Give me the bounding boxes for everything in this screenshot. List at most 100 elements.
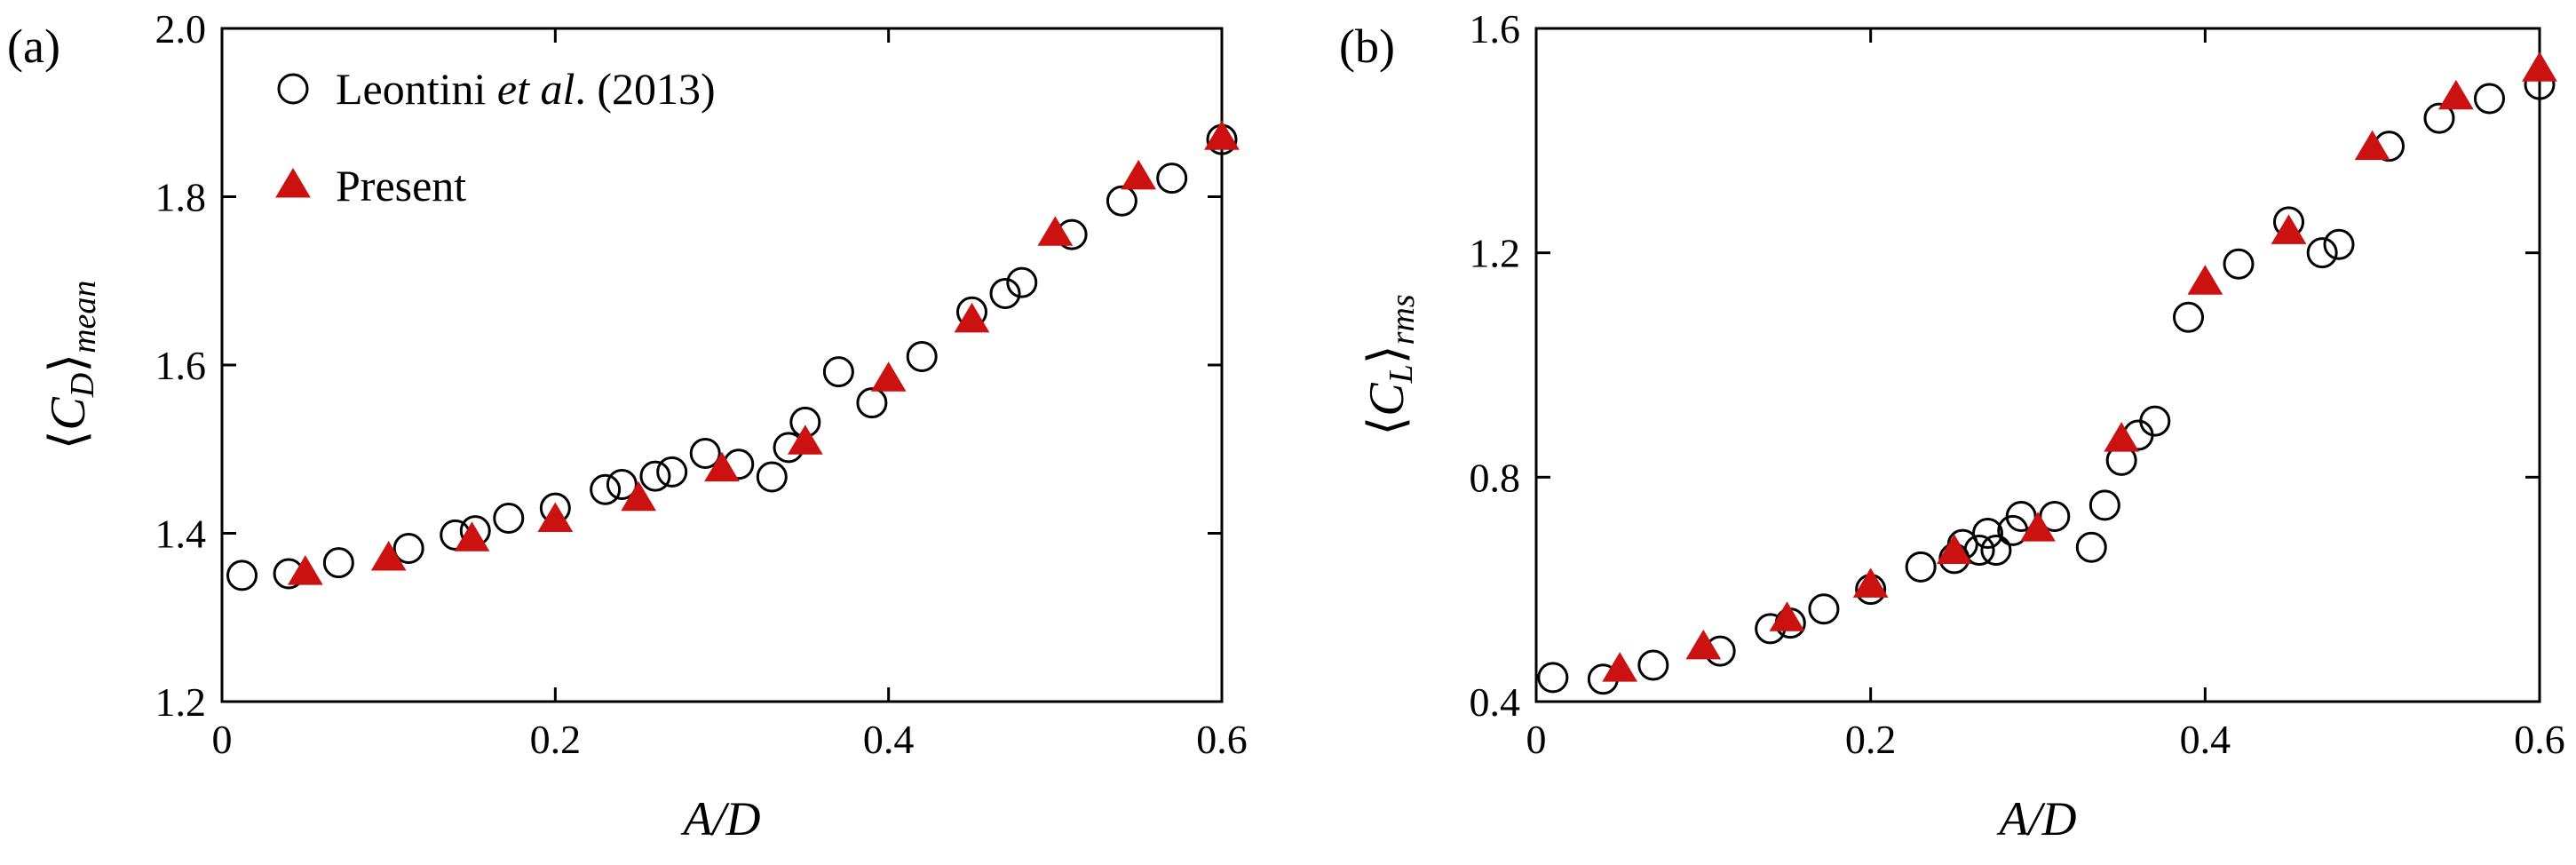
x-tick-label: 0.6 [1196,717,1248,762]
data-point-circle [2075,531,2107,563]
y-label-b-sub: L [1383,364,1420,384]
data-point-triangle [1121,159,1157,190]
y-label-b-symbol: C [1359,383,1415,417]
y-tick-label: 1.4 [155,512,207,557]
legend-label-present: Present [336,161,466,210]
data-point-triangle [621,480,657,512]
data-point-circle [906,341,938,373]
x-axis-label-a: A/D [681,792,761,845]
data-point-triangle [2020,512,2056,542]
data-point-circle [322,547,354,579]
ticks-b: 0 0.2 0.4 0.6 0.4 0.8 1.2 1.6 [1470,6,2565,762]
data-point-triangle [454,521,490,552]
data-point-circle [1963,534,1995,566]
data-point-triangle [870,361,907,392]
data-point-circle [1905,551,1937,583]
data-point-triangle [1852,567,1889,598]
ticks-a: 0 0.2 0.4 0.6 1.2 1.4 1.6 1.8 2.0 [155,6,1248,762]
data-point-circle [226,559,258,591]
x-tick-label: 0.6 [2514,717,2565,762]
points-a [226,120,1240,591]
panel-a: (a) 0 0.2 0.4 0.6 1.2 1.4 1.6 1.8 2.0 A/D ⟨CD⟩me… [7,6,1248,845]
data-point-triangle [287,555,323,585]
y-label-a-sub: D [64,373,101,398]
x-tick-label: 0.2 [1845,717,1897,762]
data-point-circle [1808,593,1840,625]
data-point-circle [1972,518,2003,549]
data-point-circle [1156,163,1188,194]
y-tick-label: 1.6 [155,343,207,388]
data-point-triangle [1602,652,1638,682]
legend-marker-circle [277,73,309,105]
points-b [1537,52,2557,695]
data-point-circle [2306,237,2338,269]
data-point-triangle [1037,216,1074,246]
data-point-circle [1537,662,1569,694]
data-point-circle [989,277,1021,309]
y-tick-label: 1.2 [1470,231,1521,276]
data-point-circle [392,533,424,565]
data-point-circle [1637,649,1669,681]
data-point-circle [1980,534,2012,566]
data-point-triangle [2437,79,2474,110]
data-point-circle [2089,489,2120,521]
legend-label-leontini: Leontini et al. (2013) [336,64,716,114]
data-point-circle [1106,185,1137,217]
data-point-triangle [2354,130,2390,161]
y-label-b-open: ⟨ [1359,417,1415,436]
data-point-triangle [2104,422,2140,452]
data-point-triangle [1769,601,1805,631]
y-label-a-open: ⟨ [41,431,96,450]
x-tick-label: 0.4 [863,717,915,762]
data-point-circle [856,387,888,419]
y-tick-label: 0.4 [1470,679,1521,725]
y-tick-label: 2.0 [155,6,207,52]
data-point-circle [606,469,638,501]
data-point-circle [756,461,788,493]
plot-frame-a [220,27,1224,703]
data-point-circle [493,502,525,534]
y-label-a-close: ⟩ [41,353,96,373]
y-axis-label-a: ⟨CD⟩mean [41,281,103,450]
data-point-triangle [787,425,823,455]
x-tick-label: 0 [212,717,233,762]
panel-label-a: (a) [7,20,60,73]
data-point-circle [656,456,688,488]
data-point-circle [2173,301,2204,333]
y-label-a-symbol: C [41,397,96,431]
panel-b: (b) 0 0.2 0.4 0.6 0.4 0.8 1.2 1.6 A/D ⟨CL⟩rms [1339,6,2565,845]
panel-label-b: (b) [1339,20,1395,73]
data-point-triangle [954,302,990,333]
x-tick-label: 0.4 [2180,717,2231,762]
data-point-circle [2139,405,2171,437]
data-point-triangle [1936,534,1972,564]
data-point-triangle [370,541,407,571]
y-axis-label-b: ⟨CL⟩rms [1359,294,1422,435]
data-point-circle [2323,228,2355,260]
data-point-circle [689,437,721,469]
data-point-triangle [537,502,574,532]
data-point-circle [590,473,622,505]
x-tick-label: 0.2 [530,717,582,762]
y-tick-label: 1.2 [155,679,207,725]
data-point-circle [2223,248,2255,280]
legend-marker-triangle [275,168,311,198]
data-point-triangle [2271,214,2307,244]
data-point-triangle [1685,629,1722,660]
data-point-triangle [704,451,740,482]
y-label-a-suffix: mean [66,281,103,353]
data-point-triangle [2187,265,2223,295]
x-tick-label: 0 [1526,717,1547,762]
y-tick-label: 1.8 [155,175,207,220]
data-point-triangle [1204,120,1240,150]
y-tick-label: 1.6 [1470,6,1521,52]
plot-frame-b [1534,27,2541,703]
data-point-circle [822,356,854,388]
y-label-b-close: ⟩ [1359,345,1415,364]
y-label-b-suffix: rms [1384,294,1422,345]
legend: Leontini et al. (2013) Present [275,64,716,210]
data-point-triangle [2522,52,2557,82]
data-point-circle [2423,102,2455,134]
data-point-circle [2474,83,2505,115]
